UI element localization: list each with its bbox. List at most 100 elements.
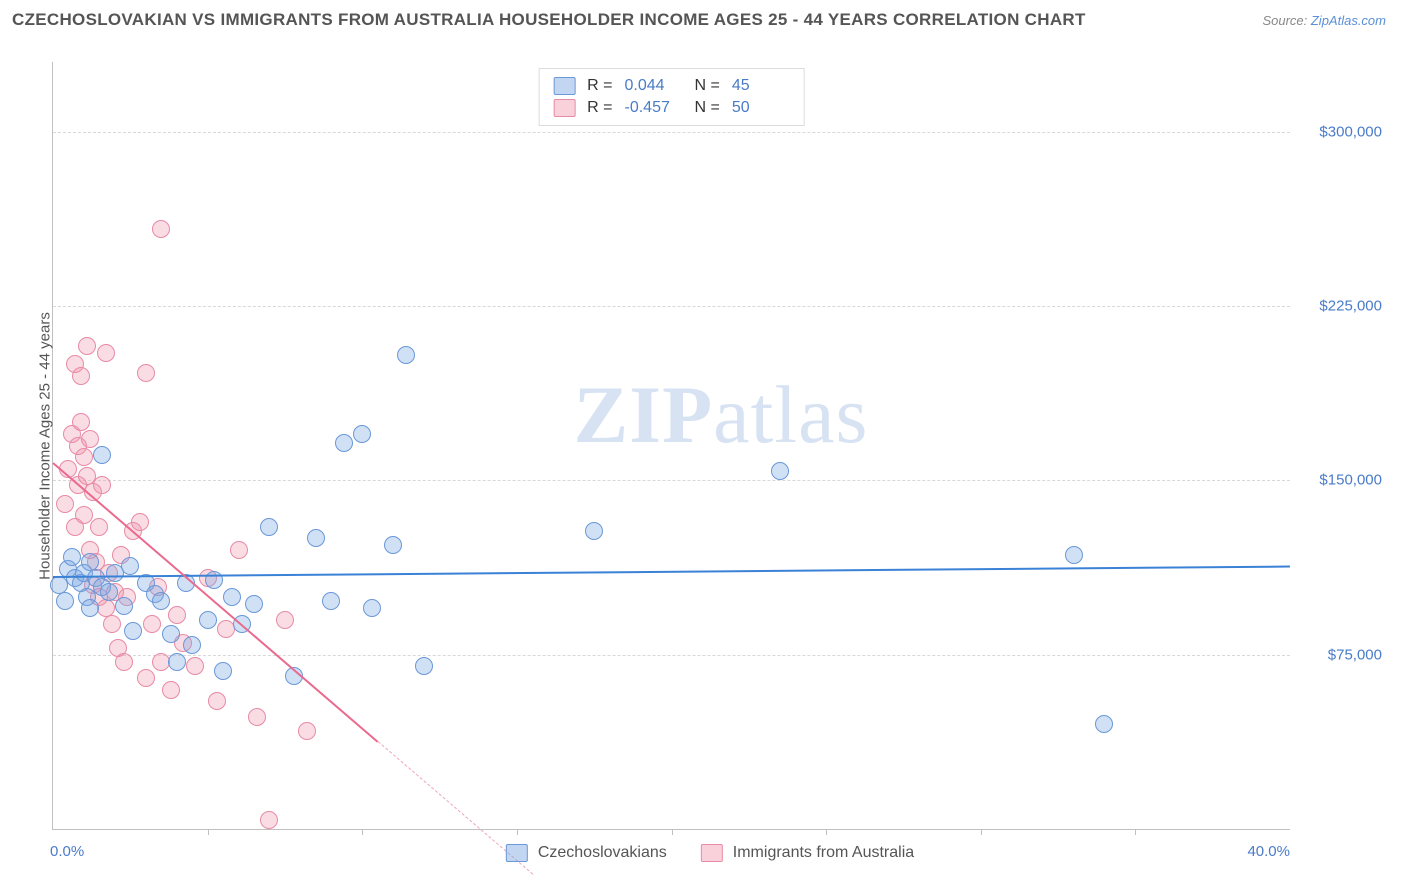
data-point xyxy=(75,448,93,466)
gridline xyxy=(53,306,1290,307)
data-point xyxy=(260,811,278,829)
watermark-atlas: atlas xyxy=(713,369,868,460)
data-point xyxy=(93,446,111,464)
data-point xyxy=(307,529,325,547)
y-axis-label: Householder Income Ages 25 - 44 years xyxy=(37,312,54,580)
data-point xyxy=(81,599,99,617)
legend-label-czech: Czechoslovakians xyxy=(538,844,667,862)
data-point xyxy=(75,506,93,524)
data-point xyxy=(1095,715,1113,733)
stats-row-czech: R = 0.044 N = 45 xyxy=(553,75,790,97)
data-point xyxy=(137,669,155,687)
data-point xyxy=(384,536,402,554)
x-tick xyxy=(208,829,209,835)
source-attribution: Source: ZipAtlas.com xyxy=(1262,13,1386,28)
data-point xyxy=(183,636,201,654)
n-label: N = xyxy=(695,99,720,117)
data-point xyxy=(208,692,226,710)
data-point xyxy=(72,413,90,431)
x-tick xyxy=(362,829,363,835)
x-axis-max-label: 40.0% xyxy=(1247,843,1290,860)
y-tick-label: $225,000 xyxy=(1319,298,1382,315)
x-tick xyxy=(981,829,982,835)
correlation-chart: Householder Income Ages 25 - 44 years ZI… xyxy=(30,50,1390,870)
gridline xyxy=(53,480,1290,481)
data-point xyxy=(186,657,204,675)
data-point xyxy=(298,722,316,740)
y-tick-label: $300,000 xyxy=(1319,123,1382,140)
n-value-aus: 50 xyxy=(732,99,790,117)
data-point xyxy=(248,708,266,726)
n-value-czech: 45 xyxy=(732,77,790,95)
data-point xyxy=(63,548,81,566)
watermark: ZIPatlas xyxy=(573,368,868,462)
data-point xyxy=(115,653,133,671)
data-point xyxy=(56,495,74,513)
swatch-aus xyxy=(553,99,575,117)
data-point xyxy=(78,337,96,355)
chart-header: CZECHOSLOVAKIAN VS IMMIGRANTS FROM AUSTR… xyxy=(0,0,1406,40)
correlation-stats-box: R = 0.044 N = 45 R = -0.457 N = 50 xyxy=(538,68,805,126)
data-point xyxy=(152,592,170,610)
gridline xyxy=(53,655,1290,656)
data-point xyxy=(121,557,139,575)
data-point xyxy=(72,367,90,385)
r-value-aus: -0.457 xyxy=(625,99,683,117)
data-point xyxy=(230,541,248,559)
data-point xyxy=(131,513,149,531)
watermark-zip: ZIP xyxy=(573,369,713,460)
data-point xyxy=(162,681,180,699)
data-point xyxy=(162,625,180,643)
data-point xyxy=(397,346,415,364)
data-point xyxy=(276,611,294,629)
legend-swatch-aus xyxy=(701,844,723,862)
data-point xyxy=(322,592,340,610)
data-point xyxy=(771,462,789,480)
data-point xyxy=(415,657,433,675)
chart-legend: Czechoslovakians Immigrants from Austral… xyxy=(506,844,914,862)
x-axis-min-label: 0.0% xyxy=(50,843,84,860)
r-label: R = xyxy=(587,99,612,117)
chart-title: CZECHOSLOVAKIAN VS IMMIGRANTS FROM AUSTR… xyxy=(12,10,1086,30)
source-link[interactable]: ZipAtlas.com xyxy=(1311,13,1386,28)
r-label: R = xyxy=(587,77,612,95)
data-point xyxy=(93,476,111,494)
data-point xyxy=(90,518,108,536)
data-point xyxy=(137,364,155,382)
data-point xyxy=(115,597,133,615)
data-point xyxy=(223,588,241,606)
x-tick xyxy=(826,829,827,835)
data-point xyxy=(56,592,74,610)
data-point xyxy=(124,622,142,640)
swatch-czech xyxy=(553,77,575,95)
legend-item-czech: Czechoslovakians xyxy=(506,844,667,862)
data-point xyxy=(585,522,603,540)
data-point xyxy=(97,344,115,362)
data-point xyxy=(1065,546,1083,564)
x-tick xyxy=(517,829,518,835)
data-point xyxy=(214,662,232,680)
data-point xyxy=(199,611,217,629)
legend-label-aus: Immigrants from Australia xyxy=(733,844,914,862)
plot-area: Householder Income Ages 25 - 44 years ZI… xyxy=(52,62,1290,830)
data-point xyxy=(103,615,121,633)
gridline xyxy=(53,132,1290,133)
legend-item-aus: Immigrants from Australia xyxy=(701,844,914,862)
data-point xyxy=(353,425,371,443)
data-point xyxy=(168,606,186,624)
y-tick-label: $75,000 xyxy=(1328,646,1382,663)
data-point xyxy=(143,615,161,633)
n-label: N = xyxy=(695,77,720,95)
legend-swatch-czech xyxy=(506,844,528,862)
data-point xyxy=(152,220,170,238)
source-prefix: Source: xyxy=(1262,13,1310,28)
y-tick-label: $150,000 xyxy=(1319,472,1382,489)
r-value-czech: 0.044 xyxy=(625,77,683,95)
trend-line xyxy=(53,565,1290,577)
data-point xyxy=(168,653,186,671)
x-tick xyxy=(672,829,673,835)
data-point xyxy=(81,430,99,448)
data-point xyxy=(335,434,353,452)
stats-row-aus: R = -0.457 N = 50 xyxy=(553,97,790,119)
x-tick xyxy=(1135,829,1136,835)
